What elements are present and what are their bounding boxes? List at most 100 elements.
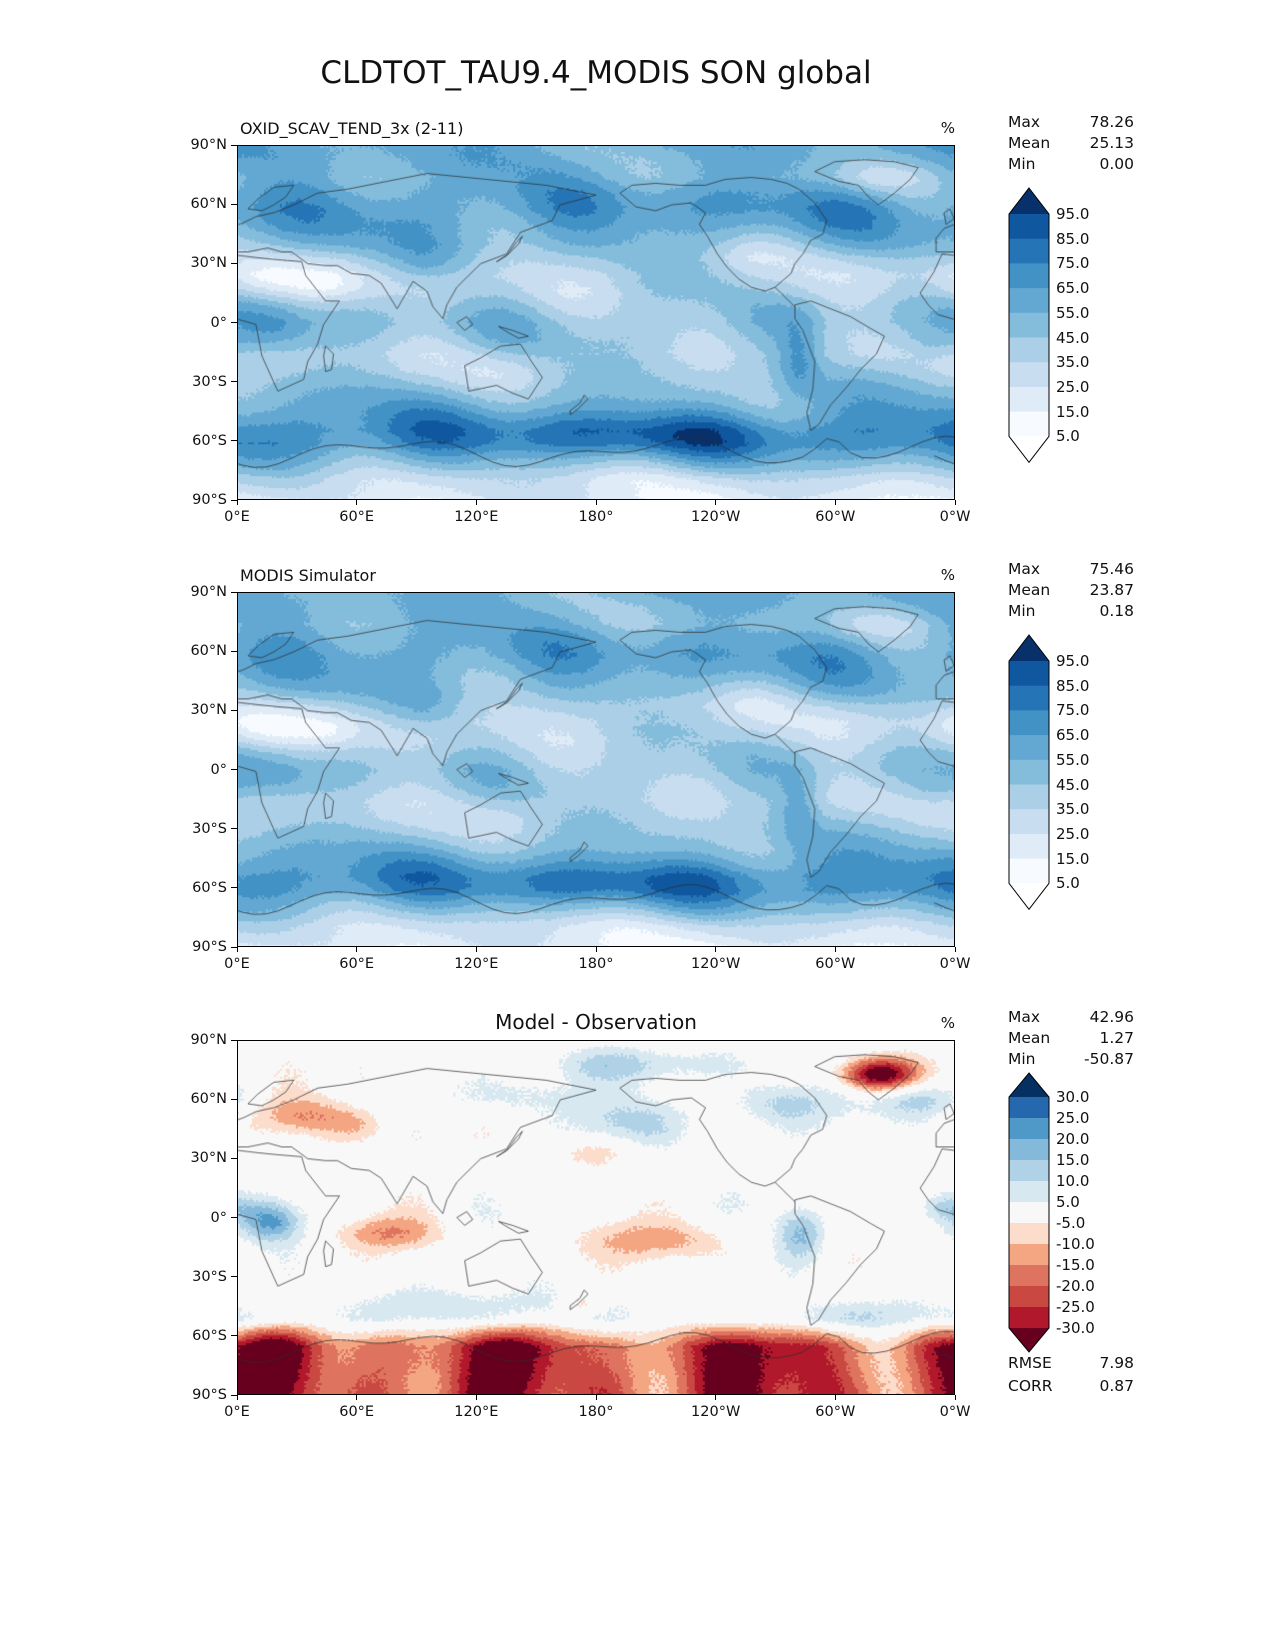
colorbar-tick-label: 25.0 (1056, 824, 1090, 843)
panel-modis-simulator: MODIS Simulator % Max 75.46 Mean 23.87 Min… (190, 560, 1134, 972)
stat-min: Min 0.00 (1008, 154, 1134, 175)
y-tick-mark (231, 499, 237, 501)
stat-label: Max (1008, 560, 1041, 578)
colorbar-tick-label: 35.0 (1056, 800, 1090, 819)
panel-title: MODIS Simulator (240, 566, 376, 585)
x-tick-label: 60°E (339, 1404, 375, 1420)
y-tick-mark (231, 591, 237, 593)
colorbar-tick-label: 55.0 (1056, 303, 1090, 322)
colorbar-tick-label: -10.0 (1056, 1235, 1095, 1253)
map-modis-simulator (237, 592, 955, 947)
stat-label: Min (1008, 602, 1036, 620)
colorbar-tick-label: 95.0 (1056, 205, 1090, 223)
stat-label: Max (1008, 113, 1041, 131)
colorbar-tick-label: 65.0 (1056, 279, 1090, 298)
map-canvas (238, 146, 954, 499)
x-tick-label: 120°E (454, 956, 499, 972)
colorbar-tick-label: 5.0 (1056, 1193, 1080, 1211)
x-tick-mark (954, 1395, 956, 1400)
colorbar-tick-label: 5.0 (1056, 874, 1080, 893)
units-label: % (940, 119, 955, 137)
y-tick-mark (231, 650, 237, 652)
stat-label: Max (1008, 1008, 1041, 1026)
stat-label: Mean (1008, 1029, 1051, 1047)
y-tick-label: 30°N (190, 1150, 227, 1167)
stat-value: 1.27 (1099, 1029, 1134, 1047)
colorbar-tick-label: 85.0 (1056, 676, 1090, 695)
x-tick-label: 120°W (691, 509, 741, 525)
stat-value: 42.96 (1089, 1008, 1134, 1026)
colorbar-tick-label: 65.0 (1056, 726, 1090, 745)
x-tick-mark (236, 1395, 238, 1400)
x-tick-label: 0°E (224, 956, 250, 972)
y-tick-mark (231, 709, 237, 711)
colorbar-tick-label: -25.0 (1056, 1298, 1095, 1316)
x-tick-mark (475, 500, 477, 505)
colorbar-swatch (1008, 1072, 1050, 1353)
y-tick-mark (231, 1039, 237, 1041)
colorbar-tick-label: 25.0 (1056, 377, 1090, 396)
x-tick-mark (715, 947, 717, 952)
colorbar-tick-label: 25.0 (1056, 1109, 1090, 1127)
x-tick-mark (595, 1395, 597, 1400)
y-tick-mark (231, 203, 237, 205)
y-tick-label: 90°S (192, 1387, 227, 1403)
stats-block: Max 75.46 Mean 23.87 Min 0.18 (1008, 559, 1134, 622)
y-tick-mark (231, 1098, 237, 1100)
stats-block: Max 78.26 Mean 25.13 Min 0.00 (1008, 112, 1134, 175)
y-tick-label: 60°S (192, 1327, 227, 1344)
x-tick-label: 120°W (691, 1404, 741, 1420)
y-tick-label: 30°N (190, 255, 227, 272)
stat-value: 0.18 (1099, 602, 1134, 620)
stat-value: 23.87 (1089, 581, 1134, 599)
x-tick-label: 0°W (939, 509, 971, 525)
panel-title: Model - Observation (495, 1010, 697, 1034)
stat-min: Min 0.18 (1008, 601, 1134, 622)
stat-min: Min -50.87 (1008, 1049, 1134, 1070)
y-tick-label: 30°S (192, 820, 227, 837)
x-tick-mark (595, 500, 597, 505)
x-tick-mark (356, 947, 358, 952)
stat-mean: Mean 23.87 (1008, 580, 1134, 601)
y-tick-mark (231, 1394, 237, 1396)
x-tick-mark (834, 500, 836, 505)
x-tick-mark (356, 1395, 358, 1400)
colorbar-tick-label: -30.0 (1056, 1319, 1095, 1337)
colorbar-tick-label: 15.0 (1056, 402, 1090, 421)
stat-label: CORR (1008, 1377, 1053, 1395)
y-tick-label: 60°N (190, 196, 227, 213)
stat-label: Mean (1008, 581, 1051, 599)
panel-model: OXID_SCAV_TEND_3x (2-11) % Max 78.26 Mean… (190, 113, 1134, 525)
y-tick-label: 60°N (190, 643, 227, 660)
x-tick-label: 180° (578, 509, 614, 525)
stat-max: Max 78.26 (1008, 112, 1134, 133)
x-tick-label: 60°W (815, 956, 856, 972)
units-label: % (940, 1014, 955, 1032)
map-difference (237, 1040, 955, 1395)
colorbar-tick-label: -20.0 (1056, 1277, 1095, 1295)
y-tick-mark (231, 381, 237, 383)
colorbar-tick-label: 30.0 (1056, 1088, 1090, 1106)
x-tick-label: 60°E (339, 509, 375, 525)
y-tick-label: 30°N (190, 702, 227, 719)
colorbar-swatch (1008, 634, 1050, 911)
colorbar-tick-label: 45.0 (1056, 328, 1090, 347)
error-stats-block: RMSE 7.98 CORR 0.87 (1008, 1352, 1134, 1398)
y-tick-label: 60°S (192, 879, 227, 896)
colorbar: 95.0 85.0 75.0 65.0 55.0 45.0 35.0 25.0 15.0 5.0 (1008, 634, 1208, 911)
stats-block: Max 42.96 Mean 1.27 Min -50.87 (1008, 1007, 1134, 1070)
x-tick-label: 180° (578, 956, 614, 972)
colorbar-tick-label: 75.0 (1056, 701, 1090, 720)
x-tick-mark (954, 947, 956, 952)
colorbar-tick-label: 15.0 (1056, 1151, 1090, 1169)
y-tick-mark (231, 828, 237, 830)
y-tick-label: 90°N (190, 137, 227, 153)
stat-value: 0.00 (1099, 155, 1134, 173)
x-tick-label: 60°W (815, 509, 856, 525)
stat-mean: Mean 1.27 (1008, 1028, 1134, 1049)
stat-max: Max 42.96 (1008, 1007, 1134, 1028)
colorbar-tick-label: 85.0 (1056, 229, 1090, 248)
colorbar-tick-label: 75.0 (1056, 254, 1090, 273)
map-canvas (238, 593, 954, 946)
x-tick-mark (475, 1395, 477, 1400)
